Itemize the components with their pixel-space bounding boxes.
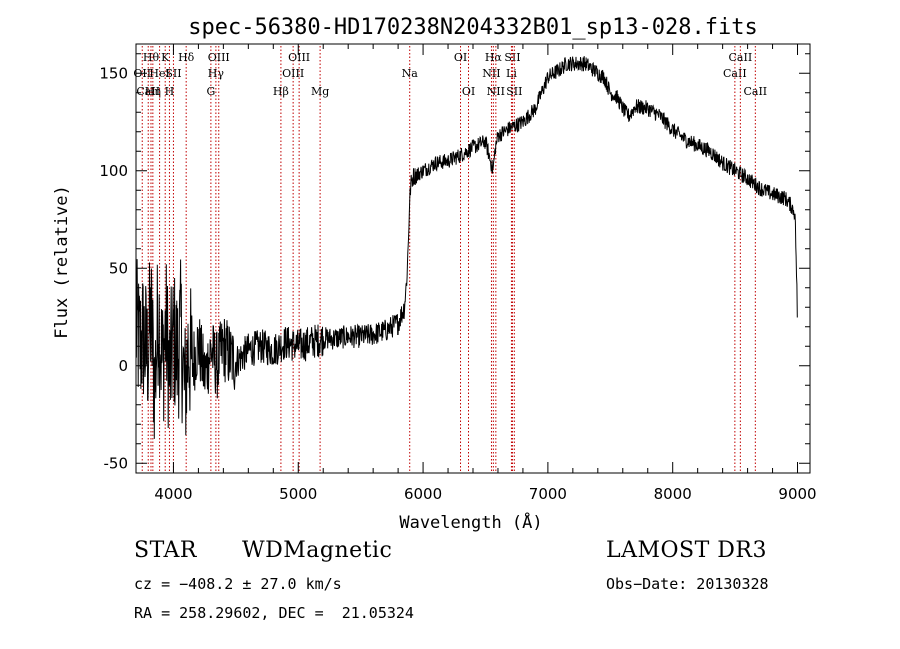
- line-label-22: Li: [506, 67, 517, 80]
- line-label-2: Hθ: [143, 51, 160, 64]
- line-label-9: G: [206, 85, 215, 98]
- object-subclass: WDMagnetic: [242, 538, 393, 563]
- x-tick-label-5: 9000: [778, 485, 816, 503]
- line-label-4: HeI: [149, 67, 169, 80]
- y-tick-label-0: -50: [104, 454, 129, 472]
- line-label-6: H: [165, 85, 175, 98]
- coordinates: RA = 258.29602, DEC = 21.05324: [134, 604, 414, 622]
- line-label-23: SII: [504, 51, 520, 64]
- line-label-16: Na: [402, 67, 419, 80]
- chart-title: spec-56380-HD170238N204332B01_sp13-028.f…: [188, 15, 758, 40]
- redshift-velocity: cz = −408.2 ± 27.0 km/s: [134, 575, 342, 593]
- line-label-26: CaII: [729, 51, 753, 64]
- x-tick-label-1: 5000: [279, 485, 317, 503]
- line-label-21: NII: [487, 85, 505, 98]
- line-label-20: Hα: [485, 51, 503, 64]
- line-label-17: OI: [454, 51, 467, 64]
- line-label-11: OIII: [208, 51, 230, 64]
- y-tick-label-4: 150: [99, 64, 128, 82]
- plot-frame: [135, 43, 811, 474]
- object-class: STAR: [134, 538, 197, 563]
- y-tick-label-3: 100: [99, 162, 128, 180]
- line-label-10: Hγ: [208, 67, 225, 80]
- x-tick-label-0: 4000: [154, 485, 192, 503]
- flux-line: [135, 56, 798, 439]
- x-axis-label: Wavelength (Å): [399, 511, 542, 533]
- line-label-1: CaII: [136, 85, 160, 98]
- observation-date: Obs−Date: 20130328: [606, 575, 769, 593]
- line-label-8: Hδ: [178, 51, 195, 64]
- line-label-14: OIII: [288, 51, 310, 64]
- x-tick-label-2: 6000: [404, 485, 442, 503]
- line-label-24: SII: [506, 85, 522, 98]
- y-axis-label: Flux (relative): [52, 185, 72, 339]
- line-label-25: CaII: [723, 67, 747, 80]
- line-label-18: OI: [462, 85, 475, 98]
- line-label-13: OIII: [282, 67, 304, 80]
- line-label-27: CaII: [743, 85, 767, 98]
- line-label-5: K: [161, 51, 170, 64]
- survey-name: LAMOST DR3: [606, 538, 767, 563]
- line-label-15: Mg: [311, 85, 329, 98]
- x-tick-label-3: 7000: [529, 485, 567, 503]
- flux-series: [135, 56, 798, 439]
- axis-ticks: 4000 5000 6000 7000 8000 9000 -50 0 50 100 150: [99, 44, 817, 503]
- spectral-line-markers: OIICaIIHθHηHeIKHSIIHδGHγOIIIHβOIIIOIIIMg…: [133, 46, 767, 473]
- line-label-12: Hβ: [273, 85, 289, 98]
- line-label-19: NII: [482, 67, 500, 80]
- x-tick-label-4: 8000: [654, 485, 692, 503]
- y-tick-label-2: 50: [109, 259, 128, 277]
- y-tick-label-1: 0: [118, 357, 128, 375]
- line-label-7: SII: [165, 67, 181, 80]
- line-label-3: Hη: [145, 85, 161, 98]
